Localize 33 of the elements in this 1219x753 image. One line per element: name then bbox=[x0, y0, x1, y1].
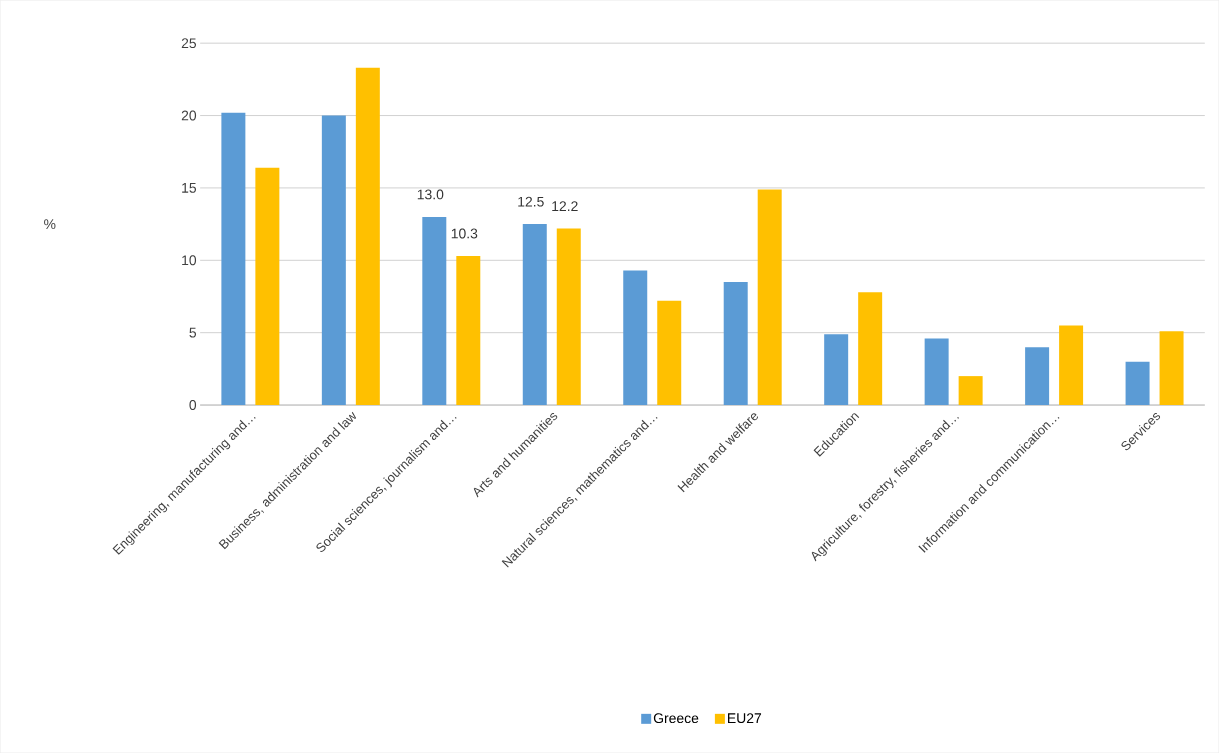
bar bbox=[858, 292, 883, 405]
y-tick-label: 0 bbox=[189, 400, 197, 410]
bar bbox=[355, 67, 380, 405]
bar bbox=[757, 189, 782, 405]
bar bbox=[321, 115, 346, 405]
bar bbox=[723, 281, 748, 405]
data-label: 12.2 bbox=[552, 201, 578, 211]
bar bbox=[657, 300, 682, 405]
bar bbox=[255, 167, 280, 405]
bar bbox=[556, 228, 581, 405]
y-tick-label: 5 bbox=[189, 327, 197, 338]
data-label: 10.3 bbox=[451, 228, 478, 239]
data-label: 12.5 bbox=[518, 196, 544, 207]
bar bbox=[456, 255, 481, 405]
y-tick-label: 20 bbox=[181, 110, 197, 121]
bar bbox=[623, 270, 648, 405]
bar bbox=[1025, 347, 1050, 405]
bar bbox=[824, 334, 849, 405]
y-tick-label: 10 bbox=[182, 255, 197, 266]
bar bbox=[422, 216, 447, 405]
bar bbox=[522, 224, 547, 405]
y-tick-label: 25 bbox=[181, 38, 197, 49]
legend-label: Greece bbox=[653, 713, 699, 724]
bar bbox=[1125, 361, 1150, 405]
bar bbox=[1059, 325, 1084, 405]
bar bbox=[924, 338, 949, 405]
y-tick-label: 15 bbox=[182, 183, 197, 193]
legend-label: EU27 bbox=[728, 713, 762, 724]
y-axis-title: % bbox=[44, 219, 56, 229]
data-label: 13.0 bbox=[417, 189, 444, 200]
bar bbox=[958, 376, 983, 405]
bar bbox=[1159, 331, 1184, 405]
bar bbox=[221, 112, 246, 405]
